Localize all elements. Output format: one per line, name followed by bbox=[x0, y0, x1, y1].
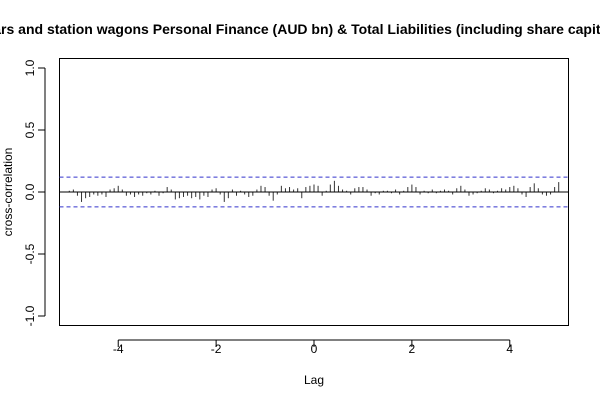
x-axis: -4 -2 0 2 4 bbox=[113, 339, 513, 356]
x-tick-label: -2 bbox=[211, 342, 222, 356]
x-tick-label: 2 bbox=[409, 342, 416, 356]
x-tick-label: -4 bbox=[113, 342, 124, 356]
chart-title: Cars and station wagons Personal Finance… bbox=[0, 21, 600, 37]
x-tick-label: 4 bbox=[506, 342, 513, 356]
y-tick-label: -1.0 bbox=[23, 305, 37, 326]
ccf-bars bbox=[68, 180, 560, 202]
y-tick-label: 0.5 bbox=[23, 121, 37, 138]
x-axis-label: Lag bbox=[304, 373, 324, 387]
y-tick-label: 1.0 bbox=[23, 59, 37, 76]
y-axis-label: cross-correlation bbox=[1, 148, 15, 237]
y-tick-label: -0.5 bbox=[23, 243, 37, 264]
y-tick-label: 0.0 bbox=[23, 183, 37, 200]
reference-lines bbox=[59, 176, 569, 208]
x-tick-label: 0 bbox=[311, 342, 318, 356]
y-axis: -1.0 -0.5 0.0 0.5 1.0 bbox=[23, 59, 46, 326]
